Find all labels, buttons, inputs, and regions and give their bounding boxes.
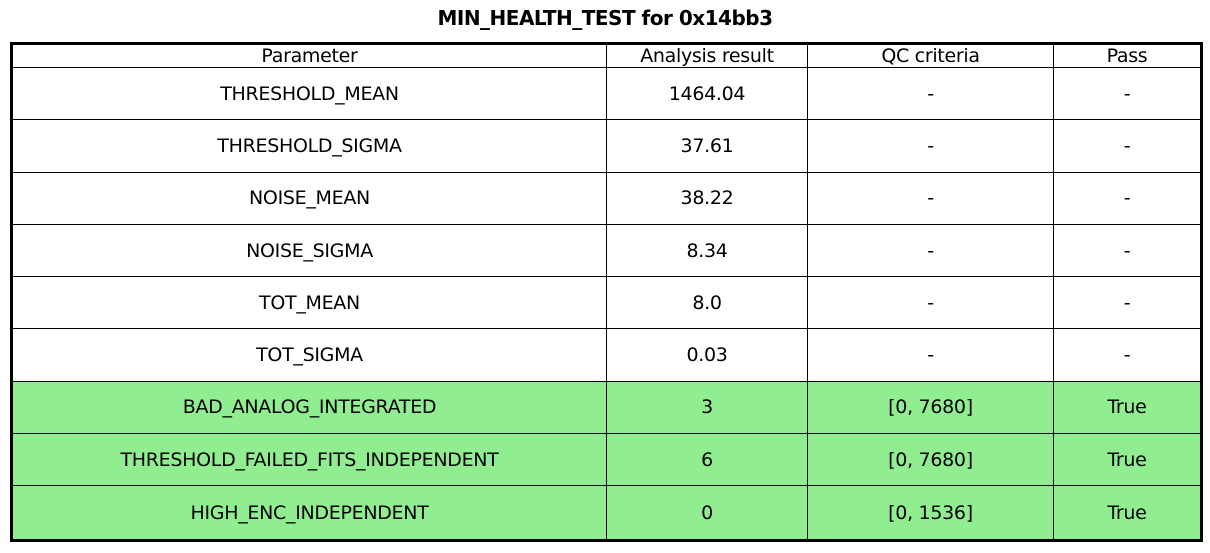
- cell-pass: True: [1053, 433, 1202, 487]
- column-header-analysis-result: Analysis result: [606, 43, 808, 68]
- cell-analysis-result: 8.34: [606, 223, 808, 278]
- cell-qc-criteria: -: [807, 119, 1054, 173]
- cell-qc-criteria: -: [807, 328, 1054, 382]
- cell-parameter: TOT_MEAN: [11, 276, 607, 330]
- table-row: THRESHOLD_MEAN 1464.04- -: [11, 66, 1202, 121]
- column-header-qc-criteria: QC criteria: [807, 43, 1054, 68]
- table-row: TOT_SIGMA 0.03- -: [11, 328, 1202, 382]
- table-row: TOT_MEAN 8.0- -: [11, 276, 1202, 330]
- table-row: HIGH_ENC_INDEPENDENT 0 [0, 1536] True: [11, 485, 1202, 541]
- table-row: BAD_ANALOG_INTEGRATED 3 [0, 7680] True: [11, 380, 1202, 435]
- column-header-pass: Pass: [1053, 43, 1202, 68]
- cell-parameter: THRESHOLD_FAILED_FITS_INDEPENDENT: [11, 433, 607, 487]
- cell-parameter: NOISE_SIGMA: [11, 223, 607, 278]
- cell-qc-criteria: -: [807, 223, 1054, 278]
- figure-title: MIN_HEALTH_TEST for 0x14bb3: [437, 6, 773, 30]
- cell-analysis-result: 3: [606, 380, 808, 435]
- cell-analysis-result: 0: [606, 485, 808, 541]
- cell-qc-criteria: -: [807, 171, 1054, 225]
- cell-pass: -: [1053, 223, 1202, 278]
- cell-analysis-result: 37.61: [606, 119, 808, 173]
- table-row: THRESHOLD_FAILED_FITS_INDEPENDENT 6 [0, 76…: [11, 433, 1202, 487]
- header-row: Parameter Analysis result QC criteria Pa…: [11, 43, 1202, 68]
- cell-pass: -: [1053, 171, 1202, 225]
- cell-parameter: HIGH_ENC_INDEPENDENT: [11, 485, 607, 541]
- cell-analysis-result: 6: [606, 433, 808, 487]
- cell-parameter: THRESHOLD_SIGMA: [11, 119, 607, 173]
- cell-qc-criteria: [0, 7680]: [807, 433, 1054, 487]
- cell-qc-criteria: -: [807, 66, 1054, 121]
- cell-qc-criteria: [0, 7680]: [807, 380, 1054, 435]
- table-row: THRESHOLD_SIGMA 37.61- -: [11, 119, 1202, 173]
- cell-parameter: TOT_SIGMA: [11, 328, 607, 382]
- cell-qc-criteria: [0, 1536]: [807, 485, 1054, 541]
- cell-pass: True: [1053, 485, 1202, 541]
- cell-analysis-result: 1464.04: [606, 66, 808, 121]
- qc-results-table: Parameter Analysis result QC criteria Pa…: [10, 42, 1203, 542]
- table-row: NOISE_SIGMA 8.34- -: [11, 223, 1202, 278]
- cell-pass: -: [1053, 119, 1202, 173]
- cell-pass: True: [1053, 380, 1202, 435]
- cell-analysis-result: 0.03: [606, 328, 808, 382]
- table-row: NOISE_MEAN 38.22- -: [11, 171, 1202, 225]
- cell-pass: -: [1053, 276, 1202, 330]
- cell-pass: -: [1053, 66, 1202, 121]
- cell-analysis-result: 38.22: [606, 171, 808, 225]
- column-header-parameter: Parameter: [11, 43, 607, 68]
- cell-qc-criteria: -: [807, 276, 1054, 330]
- cell-parameter: NOISE_MEAN: [11, 171, 607, 225]
- cell-parameter: BAD_ANALOG_INTEGRATED: [11, 380, 607, 435]
- cell-pass: -: [1053, 328, 1202, 382]
- cell-analysis-result: 8.0: [606, 276, 808, 330]
- table-body: THRESHOLD_MEAN 1464.04- - THRESHOLD_SIGMA 37…: [11, 66, 1202, 541]
- cell-parameter: THRESHOLD_MEAN: [11, 66, 607, 121]
